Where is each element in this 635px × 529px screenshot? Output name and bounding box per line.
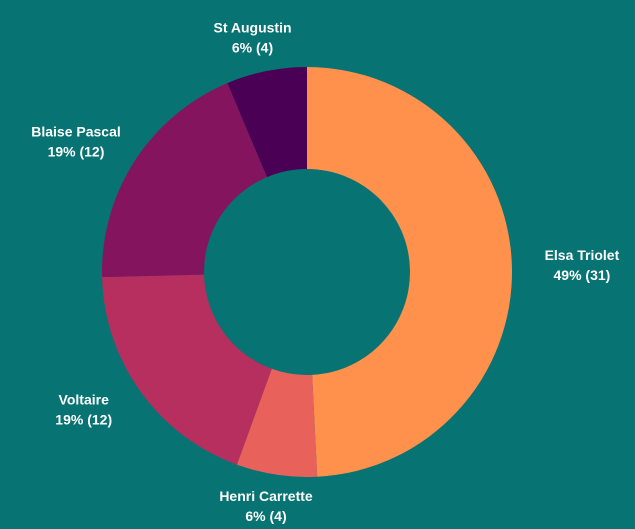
slice <box>307 67 513 477</box>
slice-value-label: 19% (12) <box>55 412 112 428</box>
slice-label: Elsa Triolet <box>545 247 620 263</box>
slice-label: Voltaire <box>59 392 110 408</box>
slice <box>102 274 272 465</box>
slice <box>236 368 318 478</box>
slice-label: St Augustin <box>213 19 291 35</box>
slice-value-label: 6% (4) <box>245 508 286 524</box>
slice-value-label: 6% (4) <box>232 39 273 55</box>
slice-value-label: 19% (12) <box>48 144 105 160</box>
slice-value-label: 49% (31) <box>554 267 611 283</box>
slice-label: Henri Carrette <box>219 488 313 504</box>
slice <box>227 67 307 178</box>
slice <box>102 83 267 278</box>
slice-label: Blaise Pascal <box>31 124 121 140</box>
